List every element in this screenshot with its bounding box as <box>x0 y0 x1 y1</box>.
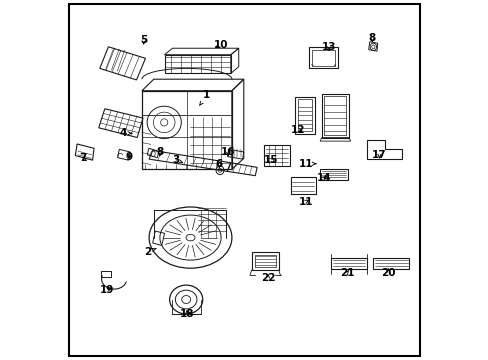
Text: 8: 8 <box>368 33 375 43</box>
Text: 10: 10 <box>213 40 228 50</box>
Text: 3: 3 <box>172 155 183 165</box>
Text: 15: 15 <box>264 155 278 165</box>
Text: 5: 5 <box>140 35 147 45</box>
Text: 2: 2 <box>143 247 156 257</box>
Text: 6: 6 <box>215 159 223 169</box>
Text: 21: 21 <box>339 267 354 278</box>
Text: 18: 18 <box>179 309 194 319</box>
Text: 16: 16 <box>221 147 235 157</box>
Text: 12: 12 <box>290 125 305 135</box>
Text: 7: 7 <box>79 153 86 163</box>
Text: 1: 1 <box>199 90 210 105</box>
Text: 13: 13 <box>321 42 336 52</box>
Text: 19: 19 <box>100 285 114 295</box>
Text: 4: 4 <box>119 128 132 138</box>
Text: 9: 9 <box>125 152 132 162</box>
Text: 22: 22 <box>260 273 275 283</box>
Text: 11: 11 <box>298 159 315 169</box>
Text: 11: 11 <box>298 197 312 207</box>
Text: 8: 8 <box>156 147 163 157</box>
Text: 20: 20 <box>381 267 395 278</box>
Text: 14: 14 <box>316 173 330 183</box>
Text: 17: 17 <box>371 150 386 160</box>
